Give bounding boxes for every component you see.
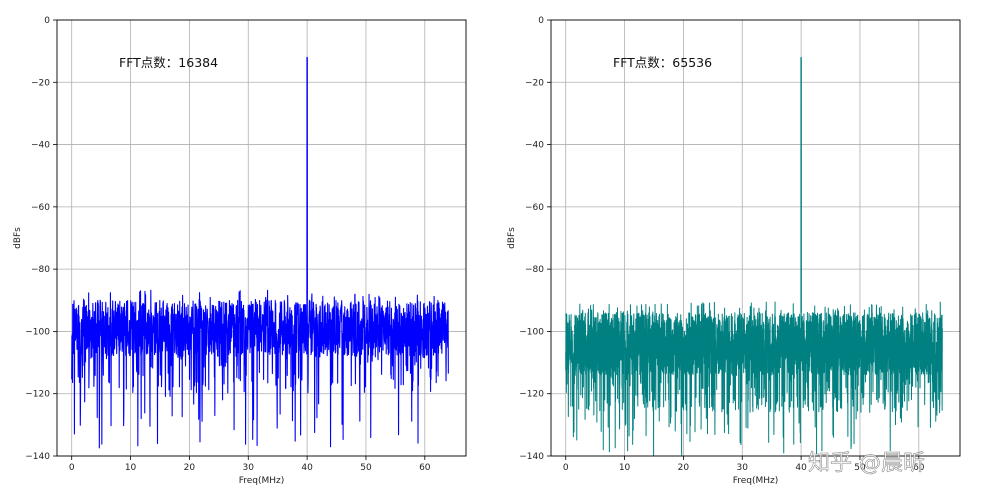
y-tick-label: −40 bbox=[525, 141, 544, 151]
y-axis-label: dBFs bbox=[507, 227, 517, 249]
y-tick-label: −80 bbox=[525, 265, 544, 275]
x-tick-label: 30 bbox=[737, 463, 749, 473]
y-tick-label: −60 bbox=[525, 203, 544, 213]
x-tick-label: 40 bbox=[301, 463, 313, 473]
x-tick-label: 20 bbox=[184, 463, 196, 473]
y-tick-label: −80 bbox=[31, 265, 50, 275]
x-tick-label: 30 bbox=[243, 463, 255, 473]
fft-points-annotation: FFT点数：65536 bbox=[613, 55, 712, 70]
y-tick-label: −40 bbox=[31, 141, 50, 151]
x-tick-label: 50 bbox=[360, 463, 372, 473]
y-tick-label: −20 bbox=[525, 78, 544, 88]
x-tick-label: 50 bbox=[854, 463, 866, 473]
y-tick-label: −100 bbox=[519, 327, 544, 337]
x-tick-label: 60 bbox=[913, 463, 925, 473]
y-tick-label: −140 bbox=[519, 452, 544, 462]
y-tick-label: −60 bbox=[31, 203, 50, 213]
y-tick-label: −20 bbox=[31, 78, 50, 88]
x-tick-label: 10 bbox=[125, 463, 137, 473]
x-tick-label: 0 bbox=[563, 463, 569, 473]
x-tick-label: 0 bbox=[69, 463, 75, 473]
x-tick-label: 10 bbox=[619, 463, 631, 473]
y-axis-label: dBFs bbox=[13, 227, 23, 249]
y-tick-label: −120 bbox=[25, 390, 50, 400]
y-tick-label: −140 bbox=[25, 452, 50, 462]
y-tick-label: 0 bbox=[538, 16, 544, 26]
series-line bbox=[71, 56, 449, 449]
x-axis-label: Freq(MHz) bbox=[239, 476, 285, 486]
watermark-text: 知乎 @晨昕 bbox=[808, 451, 925, 476]
plot-frame bbox=[550, 19, 961, 457]
y-tick-label: 0 bbox=[44, 16, 50, 26]
x-tick-label: 20 bbox=[678, 463, 690, 473]
series-line bbox=[565, 56, 943, 457]
x-tick-label: 40 bbox=[795, 463, 807, 473]
plot-frame bbox=[56, 19, 467, 457]
fft-points-annotation: FFT点数：16384 bbox=[119, 55, 218, 70]
y-tick-label: −100 bbox=[25, 327, 50, 337]
x-tick-label: 60 bbox=[419, 463, 431, 473]
chart-panel-2: 0 10 20 30 40 50 60 0 −20 −40 −60 −80 −100 −120 −140 Fr… bbox=[507, 16, 961, 486]
x-axis-label: Freq(MHz) bbox=[733, 476, 779, 486]
y-tick-label: −120 bbox=[519, 390, 544, 400]
chart-panel-1: 0 10 20 30 40 50 60 0 −20 −40 −60 −80 −100 −120 −140 Fr… bbox=[13, 16, 467, 486]
